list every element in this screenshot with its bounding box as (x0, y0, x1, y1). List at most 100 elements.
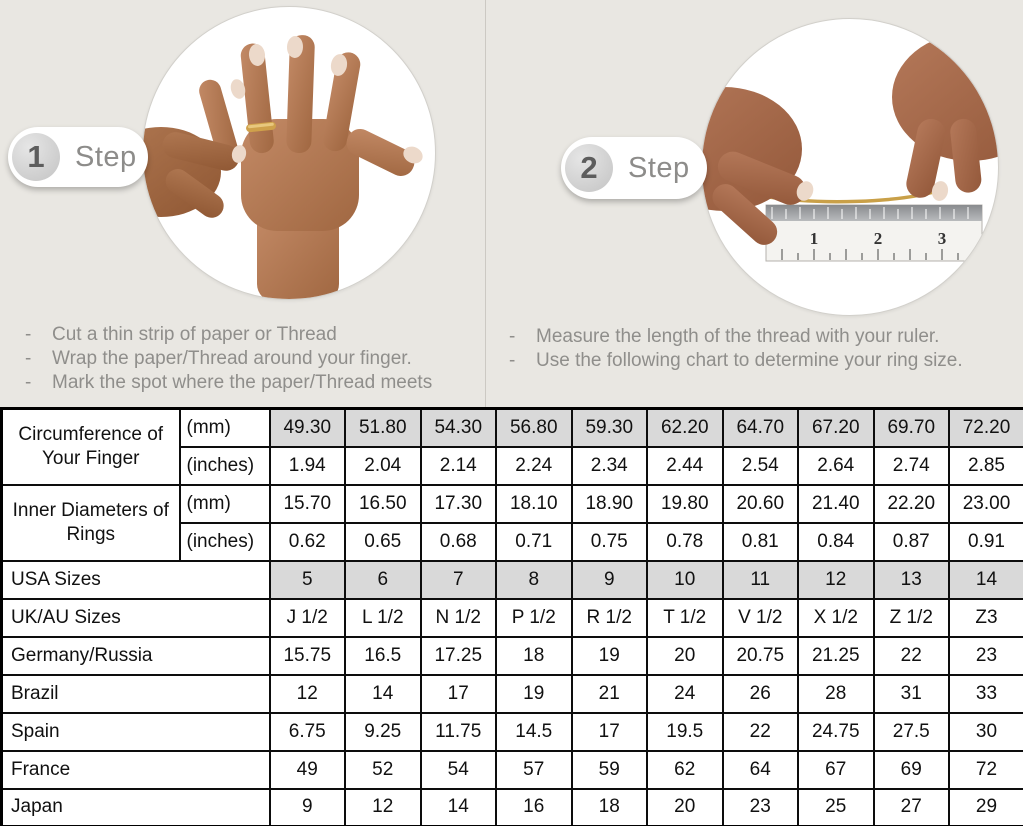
row-label: Japan (0, 787, 271, 826)
table-cell: X 1/2 (797, 597, 875, 638)
table-cell: 16.5 (344, 635, 422, 676)
column-divider (485, 0, 486, 407)
ruler-icon: 1 2 3 (765, 204, 983, 262)
svg-text:3: 3 (938, 229, 947, 248)
table-cell: 21.40 (797, 483, 875, 524)
table-cell: 9 (570, 559, 648, 600)
step2-number-badge: 2 (565, 144, 613, 192)
dash-bullet-icon: - (25, 348, 32, 369)
table-cell: J 1/2 (268, 597, 346, 638)
table-cell: 0.62 (268, 521, 346, 562)
table-cell: 67 (797, 749, 875, 790)
table-cell: 22.20 (872, 483, 950, 524)
hand-with-ring-illustration (143, 35, 423, 299)
step2-badge: 2 Step (561, 137, 707, 199)
table-cell: 6.75 (268, 711, 346, 752)
instruction-text: Wrap the paper/Thread around your finger… (52, 348, 412, 369)
table-cell: Z3 (948, 597, 1023, 638)
table-cell: 14 (344, 673, 422, 714)
step1-instructions: - Cut a thin strip of paper or Thread - … (20, 323, 490, 395)
table-cell: 21 (570, 673, 648, 714)
table-cell: 19.5 (646, 711, 724, 752)
table-cell: 5 (268, 559, 346, 600)
table-cell: 57 (495, 749, 573, 790)
table-cell: 14 (419, 787, 497, 826)
svg-text:2: 2 (874, 229, 883, 248)
table-cell: 56.80 (495, 407, 573, 448)
table-cell: 25 (797, 787, 875, 826)
table-cell: N 1/2 (419, 597, 497, 638)
table-cell: 14 (948, 559, 1023, 600)
table-row: Spain 6.75 9.25 11.75 14.5 17 19.5 22 24.75 27.5 3… (0, 711, 1023, 752)
row-label: UK/AU Sizes (0, 597, 271, 638)
row-group-label: Circumference of Your Finger (0, 407, 181, 486)
ruler-measuring-thread-illustration: 1 2 3 (702, 33, 998, 262)
dash-bullet-icon: - (25, 372, 32, 393)
table-row: (inches) 1.94 2.04 2.14 2.24 2.34 2.44 2.54 2.64… (2, 445, 1023, 486)
dash-bullet-icon: - (509, 350, 516, 371)
table-cell: 2.04 (344, 445, 422, 486)
step2-label: Step (628, 151, 690, 184)
table-cell: 24.75 (797, 711, 875, 752)
table-cell: 2.34 (570, 445, 648, 486)
instruction-line: - Measure the length of the thread with … (504, 325, 1019, 349)
table-cell: 19 (495, 673, 573, 714)
table-cell: 69 (872, 749, 950, 790)
table-row: Japan 9 12 14 16 18 20 23 25 27 29 (0, 787, 1023, 826)
table-cell: 0.71 (495, 521, 573, 562)
table-row: France 49 52 54 57 59 62 64 67 69 72 (0, 749, 1023, 790)
table-cell: 27 (872, 787, 950, 826)
table-cell: 29 (948, 787, 1023, 826)
table-cell: 17.25 (419, 635, 497, 676)
table-cell: 0.75 (570, 521, 648, 562)
table-cell: 18.10 (495, 483, 573, 524)
table-cell: 9 (268, 787, 346, 826)
table-cell: 72.20 (948, 407, 1023, 448)
step2-instructions: - Measure the length of the thread with … (504, 325, 1019, 373)
instruction-line: - Cut a thin strip of paper or Thread (20, 323, 490, 347)
table-cell: 13 (872, 559, 950, 600)
table-cell: 23 (948, 635, 1023, 676)
table-cell: 23.00 (948, 483, 1023, 524)
instruction-line: - Wrap the paper/Thread around your fing… (20, 347, 490, 371)
table-cell: 62.20 (646, 407, 724, 448)
table-row: UK/AU Sizes J 1/2 L 1/2 N 1/2 P 1/2 R 1/2 T 1/… (0, 597, 1023, 638)
table-cell: 52 (344, 749, 422, 790)
table-cell: 11.75 (419, 711, 497, 752)
table-row: Inner Diameters of Rings (mm) 15.70 16.50 17… (0, 483, 1023, 562)
table-cell: 10 (646, 559, 724, 600)
table-cell: 0.78 (646, 521, 724, 562)
table-cell: 64 (721, 749, 799, 790)
table-cell: 54 (419, 749, 497, 790)
table-cell: R 1/2 (570, 597, 648, 638)
row-label: USA Sizes (0, 559, 271, 600)
step1-photo-circle (142, 6, 436, 300)
table-cell: 18.90 (570, 483, 648, 524)
table-cell: 2.24 (495, 445, 573, 486)
table-cell: 17 (570, 711, 648, 752)
table-cell: 69.70 (872, 407, 950, 448)
table-cell: 0.91 (948, 521, 1023, 562)
table-cell: 0.68 (419, 521, 497, 562)
table-cell: 20 (646, 635, 724, 676)
table-cell: 9.25 (344, 711, 422, 752)
row-label: Spain (0, 711, 271, 752)
table-cell: T 1/2 (646, 597, 724, 638)
table-cell: 19.80 (646, 483, 724, 524)
table-cell: 2.74 (872, 445, 950, 486)
table-cell: 18 (570, 787, 648, 826)
table-cell: V 1/2 (721, 597, 799, 638)
table-cell: 8 (495, 559, 573, 600)
table-cell: 7 (419, 559, 497, 600)
table-cell: 59.30 (570, 407, 648, 448)
table-cell: 72 (948, 749, 1023, 790)
table-cell: 31 (872, 673, 950, 714)
svg-text:1: 1 (810, 229, 819, 248)
table-cell: 16.50 (344, 483, 422, 524)
table-cell: P 1/2 (495, 597, 573, 638)
instruction-text: Measure the length of the thread with yo… (536, 326, 940, 347)
table-cell: 6 (344, 559, 422, 600)
row-group-label: Inner Diameters of Rings (0, 483, 181, 562)
row-label: Germany/Russia (0, 635, 271, 676)
